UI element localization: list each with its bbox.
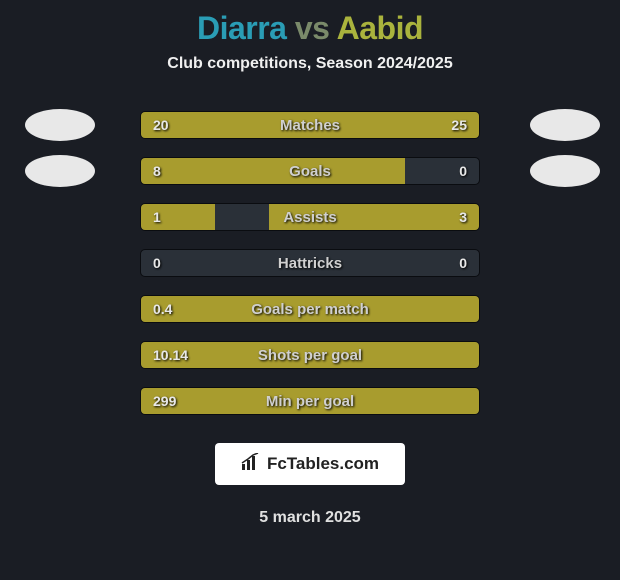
chart-icon: [241, 453, 261, 476]
date: 5 march 2025: [0, 509, 620, 527]
stat-value-right: 0: [459, 158, 467, 184]
title-vs: vs: [295, 10, 330, 46]
stat-bar: 299Min per goal: [140, 387, 480, 415]
player1-avatar: [25, 109, 95, 141]
player1-avatar: [25, 155, 95, 187]
subtitle: Club competitions, Season 2024/2025: [0, 55, 620, 73]
stat-row: 299Min per goal: [0, 377, 620, 425]
stat-label: Min per goal: [141, 388, 479, 414]
stat-label: Matches: [141, 112, 479, 138]
stat-label: Goals per match: [141, 296, 479, 322]
stat-value-right: 3: [459, 204, 467, 230]
stat-row: 8Goals0: [0, 147, 620, 195]
stat-row: 20Matches25: [0, 101, 620, 149]
stats-list: 20Matches258Goals01Assists30Hattricks00.…: [0, 101, 620, 425]
stat-label: Assists: [141, 204, 479, 230]
stat-bar: 20Matches25: [140, 111, 480, 139]
comparison-card: Diarra vs Aabid Club competitions, Seaso…: [0, 0, 620, 580]
stat-label: Goals: [141, 158, 479, 184]
stat-bar: 0.4Goals per match: [140, 295, 480, 323]
player2-avatar: [530, 155, 600, 187]
stat-bar: 8Goals0: [140, 157, 480, 185]
stat-bar: 1Assists3: [140, 203, 480, 231]
stat-label: Shots per goal: [141, 342, 479, 368]
stat-label: Hattricks: [141, 250, 479, 276]
logo-text: FcTables.com: [267, 454, 379, 474]
stat-row: 1Assists3: [0, 193, 620, 241]
player2-avatar: [530, 109, 600, 141]
stat-value-right: 25: [451, 112, 467, 138]
player1-name: Diarra: [197, 10, 287, 46]
stat-row: 0Hattricks0: [0, 239, 620, 287]
stat-bar: 0Hattricks0: [140, 249, 480, 277]
player2-name: Aabid: [337, 10, 423, 46]
stat-row: 0.4Goals per match: [0, 285, 620, 333]
stat-bar: 10.14Shots per goal: [140, 341, 480, 369]
stat-value-right: 0: [459, 250, 467, 276]
title: Diarra vs Aabid: [0, 10, 620, 47]
fctables-logo: FcTables.com: [215, 443, 405, 485]
stat-row: 10.14Shots per goal: [0, 331, 620, 379]
